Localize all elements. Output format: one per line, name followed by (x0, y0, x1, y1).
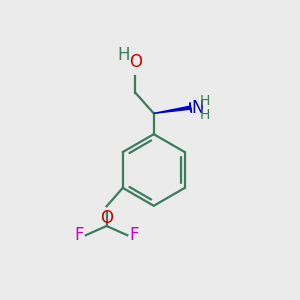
Text: H: H (118, 46, 130, 64)
Polygon shape (154, 103, 191, 113)
Text: F: F (74, 226, 83, 244)
Text: F: F (130, 226, 139, 244)
Text: N: N (192, 99, 204, 117)
Text: O: O (100, 209, 113, 227)
Text: H: H (200, 94, 210, 108)
Text: H: H (200, 107, 210, 122)
Text: O: O (129, 53, 142, 70)
